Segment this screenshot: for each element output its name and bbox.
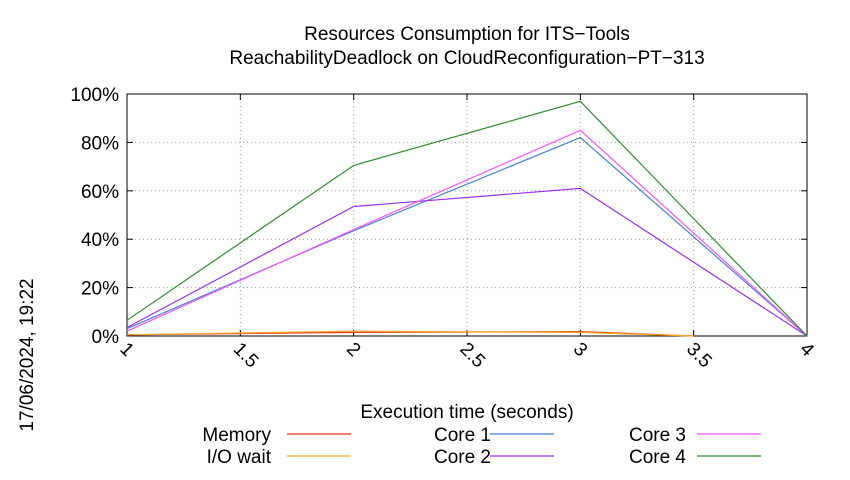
timestamp-label: 17/06/2024, 19:22: [17, 278, 38, 431]
x-tick-label: 1.5: [229, 339, 263, 373]
legend-label-core-1: Core 1: [434, 425, 491, 446]
y-tick-label: 80%: [81, 133, 119, 154]
series-line-core-4: [126, 100, 808, 337]
chart-subtitle: ReachabilityDeadlock on CloudReconfigura…: [229, 48, 704, 69]
legend-label-core-2: Core 2: [434, 447, 491, 468]
x-tick-label: 4: [795, 339, 818, 362]
x-tick-label: 3.5: [682, 339, 716, 373]
grid: [127, 94, 807, 336]
x-axis-label: Execution time (seconds): [360, 402, 573, 423]
x-tick-label: 2.5: [455, 339, 489, 373]
legend-label-core-4: Core 4: [629, 447, 686, 468]
series-line-i-o-wait: [126, 330, 694, 337]
y-tick-label: 0%: [92, 327, 120, 348]
legend-label-i-o-wait: I/O wait: [207, 447, 272, 468]
y-tick-label: 100%: [70, 85, 119, 106]
x-tick-label: 2: [342, 339, 364, 361]
legend-label-memory: Memory: [202, 425, 271, 446]
y-tick-label: 60%: [81, 182, 119, 203]
chart-title: Resources Consumption for ITS−Tools: [304, 24, 630, 45]
y-tick-label: 40%: [81, 230, 119, 251]
y-tick-label: 20%: [81, 279, 119, 300]
series-line-core-2: [126, 187, 808, 337]
x-tick-label: 3: [569, 339, 591, 361]
series-lines: [126, 100, 808, 337]
legend-label-core-3: Core 3: [629, 425, 686, 446]
axis-ticks: 0%20%40%60%80%100%1 1.5 2 2.5 3 3.5 4: [70, 85, 818, 372]
series-line-core-3: [126, 129, 808, 337]
